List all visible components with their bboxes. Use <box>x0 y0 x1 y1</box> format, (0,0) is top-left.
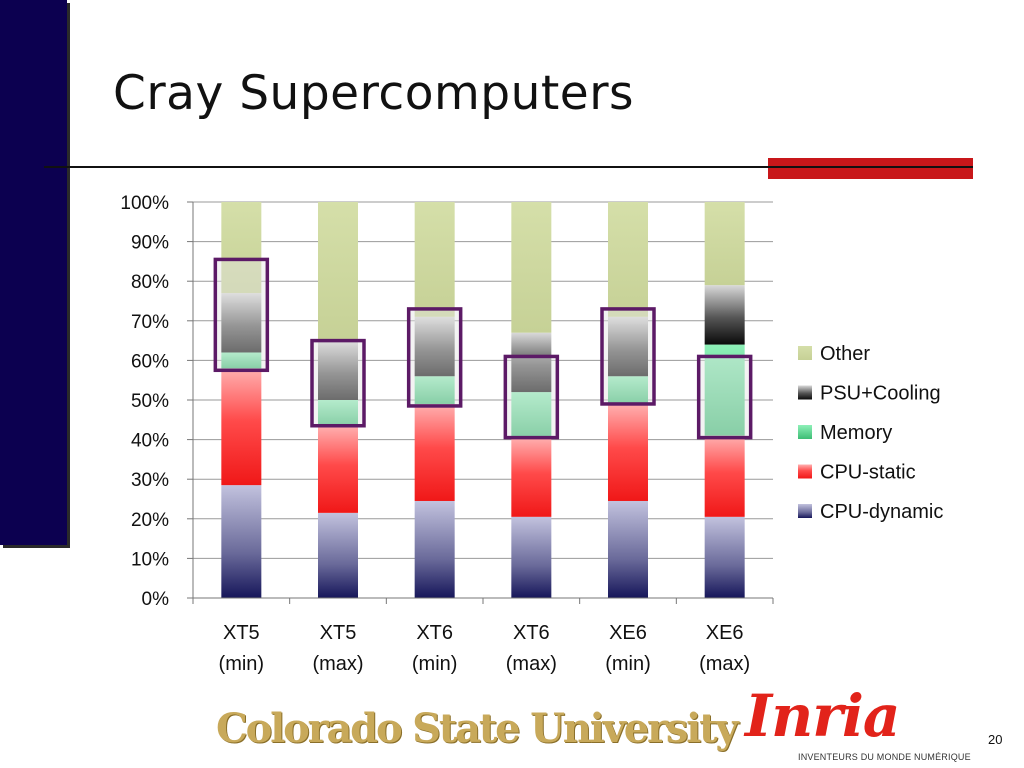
bar-segment-psu-cooling <box>414 316 455 377</box>
y-tick-label: 0% <box>142 589 170 610</box>
y-tick-label: 20% <box>131 510 169 531</box>
bar-segment-cpu-static <box>318 425 358 513</box>
bar-stack <box>511 202 552 598</box>
bar-segment-cpu-static <box>704 435 745 517</box>
bar-segment-other <box>318 202 358 341</box>
bar-segment-cpu-dynamic <box>414 500 455 598</box>
bar-segment-other <box>704 202 745 286</box>
bar-segment-cpu-static <box>608 403 648 501</box>
highlight-box <box>600 307 656 406</box>
bar-segment-other <box>511 202 552 333</box>
page-number: 20 <box>988 732 1003 747</box>
legend-item-other: Other <box>798 343 870 365</box>
x-tick-label: (min) <box>219 653 265 675</box>
x-axis-tick-labels: XT5 (min) XT5 (max) XT6 (min) XT6 (max) XE6 (min)… <box>219 622 751 675</box>
legend-label: Memory <box>820 422 892 444</box>
bar-stack <box>318 202 358 598</box>
legend-label: CPU-dynamic <box>820 501 943 523</box>
legend: Other PSU+Cooling Memory CPU-static CPU-dyna… <box>798 343 943 523</box>
legend-label: CPU-static <box>820 462 916 484</box>
bars <box>221 202 745 598</box>
highlight-box <box>696 354 753 440</box>
red-accent-bar <box>768 158 973 179</box>
y-tick-label: 60% <box>131 351 169 372</box>
y-tick-label: 30% <box>131 470 169 491</box>
legend-item-cpu-static: CPU-static <box>798 462 916 484</box>
y-tick-label: 70% <box>131 312 169 333</box>
x-tick-label: XT6 <box>416 622 453 644</box>
legend-swatch <box>798 504 812 518</box>
x-tick-label: XT5 <box>223 622 260 644</box>
bar-segment-other <box>608 202 648 317</box>
bar-stack <box>608 202 648 598</box>
bar-segment-psu-cooling <box>608 316 648 377</box>
x-tick-label: (min) <box>412 653 458 675</box>
inria-tagline: INVENTEURS DU MONDE NUMÉRIQUE <box>798 752 971 762</box>
bar-segment-psu-cooling <box>704 285 745 345</box>
title-divider <box>44 166 969 168</box>
bar-segment-other <box>414 202 455 317</box>
legend-swatch <box>798 346 812 360</box>
axes <box>192 202 774 604</box>
x-tick-label: XE6 <box>609 622 647 644</box>
x-tick-label: (max) <box>506 653 557 675</box>
highlight-box <box>310 338 366 428</box>
x-tick-label: XT6 <box>513 622 550 644</box>
legend-swatch <box>798 425 812 439</box>
y-tick-label: 40% <box>131 431 169 452</box>
bar-segment-cpu-static <box>414 403 455 501</box>
legend-label: PSU+Cooling <box>820 383 941 405</box>
legend-label: Other <box>820 343 870 365</box>
inria-logo: Inria <box>745 682 900 750</box>
legend-swatch <box>798 464 812 479</box>
bar-segment-psu-cooling <box>318 340 358 400</box>
highlight-box <box>503 354 560 440</box>
x-tick-label: (min) <box>605 653 651 675</box>
x-tick-label: XT5 <box>320 622 357 644</box>
bar-segment-memory <box>511 392 552 438</box>
bar-segment-other <box>221 202 262 294</box>
x-tick-label: (max) <box>699 653 750 675</box>
bar-segment-memory <box>221 352 262 369</box>
left-accent-bar <box>0 0 67 545</box>
y-axis-tick-labels: 0% 10% 20% 30% 40% 50% 60% 70% 80% 90% 100% <box>120 193 193 610</box>
bar-segment-memory <box>414 376 455 404</box>
bar-segment-cpu-dynamic <box>704 516 745 598</box>
bar-stack <box>414 202 455 598</box>
legend-item-cpu-dynamic: CPU-dynamic <box>798 501 943 523</box>
bar-segment-memory <box>608 376 648 404</box>
legend-item-memory: Memory <box>798 422 892 444</box>
bar-stack <box>221 202 262 598</box>
bar-segment-cpu-dynamic <box>608 500 648 598</box>
gridlines <box>193 201 773 559</box>
slide-title: Cray Supercomputers <box>113 66 635 121</box>
y-tick-label: 10% <box>131 549 169 570</box>
bar-segment-psu-cooling <box>511 332 552 393</box>
highlight-box <box>406 307 463 408</box>
bar-segment-cpu-static <box>221 368 262 486</box>
csu-logo: Colorado State University <box>216 705 739 752</box>
highlight-box <box>213 257 270 373</box>
bar-segment-cpu-static <box>511 437 552 517</box>
bar-segment-cpu-dynamic <box>511 516 552 598</box>
bar-segment-memory <box>318 400 358 426</box>
y-tick-label: 100% <box>120 193 169 214</box>
legend-item-psu-cooling: PSU+Cooling <box>798 383 941 405</box>
highlight-boxes <box>213 257 753 440</box>
bar-segment-cpu-dynamic <box>221 485 262 598</box>
legend-swatch <box>798 385 812 400</box>
y-tick-label: 90% <box>131 233 169 254</box>
bar-segment-cpu-dynamic <box>318 512 358 598</box>
x-tick-label: XE6 <box>706 622 744 644</box>
bar-segment-psu-cooling <box>221 293 262 353</box>
y-tick-label: 50% <box>131 391 169 412</box>
y-tick-label: 80% <box>131 272 169 293</box>
bar-segment-memory <box>704 344 745 436</box>
bar-stack <box>704 202 745 598</box>
x-tick-label: (max) <box>312 653 363 675</box>
